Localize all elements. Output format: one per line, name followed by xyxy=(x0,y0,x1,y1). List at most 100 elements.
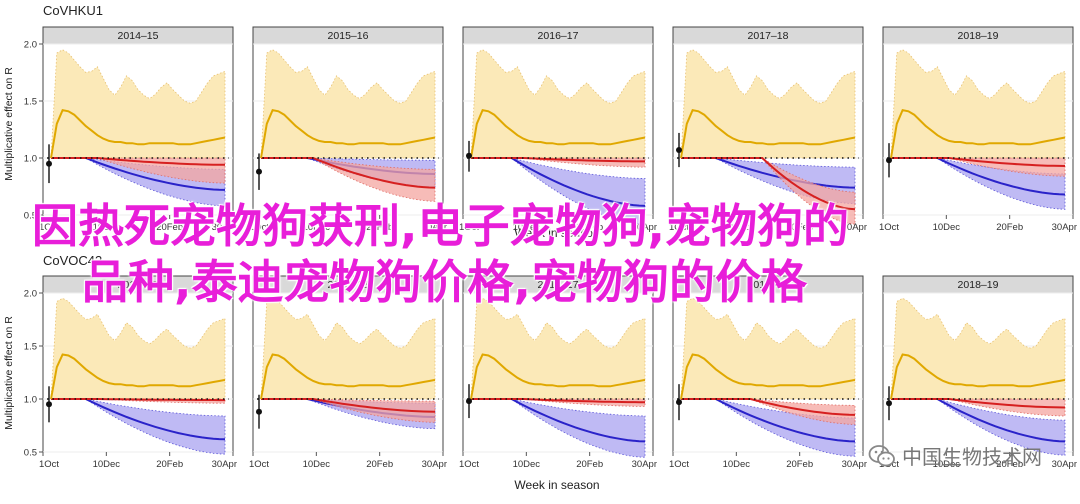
x-tick-label: 30Apr xyxy=(212,459,237,470)
x-tick-label: 1Oct xyxy=(459,459,479,470)
x-tick-label: 30Apr xyxy=(1052,222,1077,233)
x-tick-label: 10Dec xyxy=(513,459,541,470)
y-tick-label: 1.0 xyxy=(24,395,37,406)
yellow-series-line xyxy=(890,353,1066,400)
yellow-series-line xyxy=(680,108,856,159)
yellow-ci-band xyxy=(890,297,1066,400)
x-tick-label: 10Dec xyxy=(723,222,751,233)
x-tick-label: 30Apr xyxy=(422,459,447,470)
yellow-ci-band xyxy=(680,297,856,400)
panel-3: 2016–17 1Oct 10Dec 20Feb 30Apr xyxy=(459,26,657,233)
yellow-series-line xyxy=(680,353,856,400)
red-series-line xyxy=(51,398,225,402)
x-tick-label: 10Dec xyxy=(303,459,331,470)
x-axis-label: Week in season xyxy=(514,226,599,240)
start-point xyxy=(466,398,472,405)
panel-3: 2016–17 1Oct 10Dec 20Feb 30Apr xyxy=(459,275,657,470)
y-tick-label: 1.5 xyxy=(24,342,37,353)
panel-title: 2014–15 xyxy=(118,30,159,42)
red-ci-band xyxy=(261,157,436,202)
start-point xyxy=(256,408,262,415)
x-tick-label: 10Dec xyxy=(933,222,961,233)
yellow-ci-band xyxy=(260,49,436,159)
x-tick-label: 10Dec xyxy=(303,222,331,233)
start-point xyxy=(886,157,892,164)
start-point xyxy=(676,399,682,406)
x-tick-label: 1Oct xyxy=(669,459,689,470)
overlay-text-line-2: 品种,泰迪宠物狗价格,宠物狗的价格 xyxy=(82,255,807,309)
panel-4: 2017–18 1Oct 10Dec 20Feb 30Apr xyxy=(669,26,867,233)
x-tick-label: 10Dec xyxy=(723,459,751,470)
x-tick-label: 20Feb xyxy=(996,222,1023,233)
yellow-series-line xyxy=(890,108,1066,159)
blue-ci-band xyxy=(891,157,1066,210)
x-tick-label: 30Apr xyxy=(1052,459,1077,470)
x-tick-label: 10Dec xyxy=(93,459,121,470)
yellow-series-line xyxy=(260,108,436,159)
panel-2: 2015–16 1Oct 10Dec 20Feb 30Apr xyxy=(249,26,447,233)
x-axis-label: Week in season xyxy=(514,478,599,492)
x-tick-label: 30Apr xyxy=(632,459,657,470)
panel-title: 2016–17 xyxy=(538,279,579,291)
yellow-ci-band xyxy=(50,297,226,400)
x-tick-label: 20Feb xyxy=(996,459,1023,470)
start-point xyxy=(676,147,682,154)
blue-ci-band xyxy=(891,398,1066,456)
panel-4: 2017–18 1Oct 10Dec 20Feb 30Apr xyxy=(669,275,867,470)
x-tick-label: 10Dec xyxy=(513,222,541,233)
panel-title: 2016–17 xyxy=(538,30,579,42)
x-tick-label: 20Feb xyxy=(786,222,813,233)
panel-title: 2017–18 xyxy=(748,30,789,42)
yellow-series-line xyxy=(260,353,436,400)
x-tick-label: 10Dec xyxy=(93,222,121,233)
red-ci-band xyxy=(681,157,856,225)
panel-title: 2018–19 xyxy=(958,279,999,291)
y-axis-label: Multiplicative effect on R xyxy=(3,316,15,430)
x-tick-label: 20Feb xyxy=(366,459,393,470)
panel-1: 2014–15 1Oct 10Dec 20Feb 30Apr xyxy=(39,275,237,470)
x-tick-label: 1Oct xyxy=(669,222,689,233)
x-tick-label: 30Apr xyxy=(842,222,867,233)
yellow-series-line xyxy=(50,108,226,159)
panel-2: 2015–16 1Oct 10Dec 20Feb 30Apr xyxy=(249,275,447,470)
x-tick-label: 30Apr xyxy=(842,459,867,470)
watermark-text: 中国生物技术网 xyxy=(902,445,1042,469)
x-tick-label: 1Oct xyxy=(249,459,269,470)
overlay-text-line-1: 因热死宠物狗获刑,电子宠物狗,宠物狗的 xyxy=(32,199,849,253)
x-tick-label: 30Apr xyxy=(212,222,237,233)
panel-title: 2015–16 xyxy=(328,30,369,42)
chart-covhku1: CoVHKU1 Multiplicative effect on R Week in… xyxy=(3,3,1077,240)
panel-1: 2014–15 1Oct 10Dec 20Feb 30Apr xyxy=(39,26,237,233)
x-tick-label: 1Oct xyxy=(39,222,59,233)
chart-covoc43: CoVOC43 Multiplicative effect on R Week in… xyxy=(3,253,1077,492)
start-point xyxy=(886,400,892,407)
y-tick-label: 0.5 xyxy=(24,448,37,459)
x-tick-label: 20Feb xyxy=(786,459,813,470)
start-point xyxy=(466,152,472,159)
panel-title: 2018–19 xyxy=(958,30,999,42)
yellow-series-line xyxy=(470,353,646,400)
x-tick-label: 1Oct xyxy=(459,222,479,233)
x-tick-label: 10Dec xyxy=(933,459,961,470)
start-point xyxy=(46,160,52,167)
y-tick-label: 1.5 xyxy=(24,97,37,108)
x-tick-label: 20Feb xyxy=(576,222,603,233)
panel-title: 2014–15 xyxy=(118,279,159,291)
blue-ci-band xyxy=(471,157,646,225)
y-tick-label: 2.0 xyxy=(24,289,37,300)
y-axis-label: Multiplicative effect on R xyxy=(3,67,15,181)
panel-title: 2015–16 xyxy=(328,279,369,291)
panel-title: 2017–18 xyxy=(748,279,789,291)
x-tick-label: 20Feb xyxy=(156,459,183,470)
yellow-ci-band xyxy=(260,297,436,400)
chart-title: CoVOC43 xyxy=(43,253,102,268)
x-tick-label: 30Apr xyxy=(422,222,447,233)
start-point xyxy=(46,401,52,408)
x-tick-label: 20Feb xyxy=(576,459,603,470)
y-tick-label: 2.0 xyxy=(24,40,37,51)
blue-ci-band xyxy=(471,398,646,458)
chart-title: CoVHKU1 xyxy=(43,3,103,18)
